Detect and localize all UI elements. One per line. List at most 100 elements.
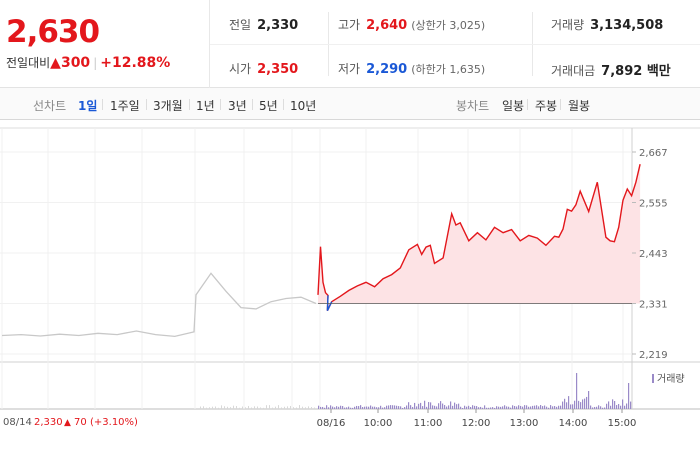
y-tick-label: 2,667 xyxy=(639,148,668,159)
tab-3years[interactable]: 3년 xyxy=(228,99,247,113)
tab-separator xyxy=(283,99,284,110)
volume-bar xyxy=(293,407,294,409)
volume-bar xyxy=(502,406,504,409)
volume-bar xyxy=(570,404,572,409)
volume-bar xyxy=(440,401,442,409)
tab-weekly[interactable]: 주봉 xyxy=(535,99,558,113)
volume-bar xyxy=(628,383,630,409)
current-price: 2,630 xyxy=(6,14,100,50)
tab-monthly[interactable]: 월봉 xyxy=(568,99,591,113)
volume-bar xyxy=(514,406,516,409)
volume-bar xyxy=(482,407,484,409)
volume-bar xyxy=(480,406,482,409)
volume-bar xyxy=(532,405,534,409)
volume-bar xyxy=(436,406,438,409)
tab-separator xyxy=(146,99,147,110)
volume-bar xyxy=(254,406,255,409)
volume-bar xyxy=(408,402,410,409)
stats-grid: 전일 2,330 고가 2,640 (상한가 3,025) 거래량 3,134,508 … xyxy=(210,0,700,88)
high-cell: 고가 2,640 (상한가 3,025) xyxy=(338,16,485,33)
volume-bar xyxy=(474,405,476,409)
volume-bar xyxy=(287,406,288,409)
volume-bar xyxy=(336,406,338,409)
volume-bar xyxy=(518,405,520,409)
volume-bar xyxy=(420,402,422,409)
y-tick-label: 2,331 xyxy=(639,300,668,311)
volume-bar xyxy=(526,405,528,409)
amount-cell: 거래대금 7,892 백만 xyxy=(551,60,671,79)
tab-separator xyxy=(220,99,221,110)
tab-10years[interactable]: 10년 xyxy=(290,99,317,113)
volume-bar xyxy=(614,401,616,409)
volume-bar xyxy=(340,405,342,409)
x-tick-label: 11:00 xyxy=(414,418,443,429)
volume-bar xyxy=(221,405,222,409)
volume-bar xyxy=(534,405,536,409)
volume-bar xyxy=(600,406,602,409)
prev-day-pct: (+3.10%) xyxy=(90,417,138,428)
volume-bar xyxy=(522,406,524,409)
volume-bar xyxy=(398,406,400,409)
volume-bar xyxy=(612,399,614,409)
volume-bar xyxy=(488,407,490,409)
volume-bar xyxy=(215,406,216,409)
volume-bar xyxy=(358,406,360,409)
tab-1year[interactable]: 1년 xyxy=(196,99,215,113)
low-cell: 저가 2,290 (하한가 1,635) xyxy=(338,60,485,77)
volume-bar xyxy=(350,407,352,409)
volume-bar xyxy=(458,403,460,409)
volume-value: 3,134,508 xyxy=(590,18,664,33)
volume-bar xyxy=(618,403,620,409)
volume-bar xyxy=(311,407,312,409)
low-label: 저가 xyxy=(338,62,361,76)
prev-close-cell: 전일 2,330 xyxy=(229,16,298,33)
volume-cell: 거래량 3,134,508 xyxy=(551,16,663,33)
volume-bar xyxy=(414,402,416,409)
volume-bar xyxy=(586,396,588,409)
volume-bar xyxy=(552,406,554,409)
volume-bar xyxy=(574,400,576,409)
tab-3months[interactable]: 3개월 xyxy=(153,99,183,113)
volume-bar xyxy=(290,405,291,409)
volume-bar xyxy=(568,396,570,409)
volume-bar xyxy=(212,406,213,409)
tab-1week[interactable]: 1주일 xyxy=(110,99,140,113)
volume-bar xyxy=(412,406,414,409)
chart-period-tabs: 선차트 1일 1주일 3개월 1년 3년 5년 10년 봉차트 일봉 주봉 월봉 xyxy=(0,88,700,120)
volume-bar xyxy=(462,407,464,409)
tab-1day[interactable]: 1일 xyxy=(78,99,98,113)
x-axis-ticks: 08/16 10:00 11:00 12:00 13:00 14:00 15:00 xyxy=(317,409,636,429)
volume-bar xyxy=(432,405,434,409)
volume-bar xyxy=(434,405,436,409)
volume-bar xyxy=(422,406,424,409)
volume-bar xyxy=(376,407,378,409)
volume-legend: 거래량 xyxy=(652,373,685,385)
volume-bar xyxy=(378,407,380,409)
volume-bar xyxy=(296,407,297,409)
volume-legend-label: 거래량 xyxy=(657,373,685,385)
volume-bar xyxy=(248,405,249,409)
volume-bar xyxy=(520,405,522,409)
volume-bar xyxy=(500,406,502,409)
volume-bar xyxy=(616,405,618,409)
tab-separator xyxy=(252,99,253,110)
volume-bar xyxy=(606,403,608,409)
open-label: 시가 xyxy=(229,62,252,76)
volume-bar xyxy=(478,407,480,409)
amount-label: 거래대금 xyxy=(551,64,596,78)
volume-bar xyxy=(314,407,315,409)
volume-bar xyxy=(622,399,624,409)
volume-bar xyxy=(404,407,406,409)
tab-5years[interactable]: 5년 xyxy=(259,99,278,113)
tab-daily[interactable]: 일봉 xyxy=(502,99,525,113)
open-value: 2,350 xyxy=(257,62,299,77)
volume-bar xyxy=(230,407,231,409)
volume-bar xyxy=(299,405,300,409)
tab-separator xyxy=(102,99,103,110)
volume-bar xyxy=(245,407,246,409)
volume-bars xyxy=(200,373,632,409)
volume-bar xyxy=(456,404,458,409)
volume-bar xyxy=(396,405,398,409)
volume-bar xyxy=(438,403,440,409)
volume-bar xyxy=(446,406,448,409)
